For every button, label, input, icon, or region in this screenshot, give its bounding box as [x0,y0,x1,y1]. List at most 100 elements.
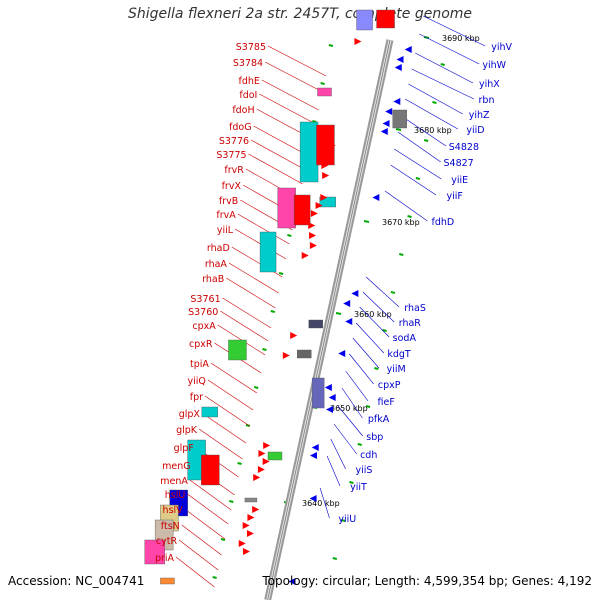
gene-label-pfkA: pfkA [368,414,390,425]
gene-block [277,187,296,229]
gene-connector [226,277,276,309]
gene-connector [341,387,363,419]
gene-label-yiiM: yiiM [387,364,406,375]
strand-arrow [322,172,330,179]
gene-connector [352,337,380,369]
strand-arrow [309,242,317,249]
strand-arrow [326,406,334,413]
gene-connector [404,98,458,130]
gene-label-S3760: S3760 [188,307,218,318]
gene-label-S3775: S3775 [216,150,246,161]
gene-connector [423,15,486,47]
axis-tick [423,139,429,142]
gene-connector [330,438,346,470]
gene-label-layer: S3785 S3784 fdhE fdoI fdoH fdoG S3776 S3775 frvR… [155,42,513,564]
kbp-label: 3680 kbp [414,126,452,135]
gene-connector [397,131,441,163]
strand-arrow [282,352,290,359]
gene-label-cpxP: cpxP [378,380,401,391]
kbp-label: 3650 kbp [330,404,368,413]
gene-label-cdh: cdh [360,450,377,461]
gene-label-frvX: frvX [222,181,242,192]
gene-block [317,87,332,97]
axis-tick [415,177,421,180]
axis-tick [440,63,445,66]
axis-tick [432,101,437,104]
kbp-label: 3670 kbp [382,218,420,227]
strand-arrow [257,466,265,473]
axis-tick [398,253,404,256]
kbp-label: 3640 kbp [302,499,340,508]
strand-arrow [288,578,296,585]
strand-arrow [258,450,266,457]
strand-arrow [238,540,246,547]
gene-label-kdgT: kdgT [387,349,411,360]
gene-label-sodA: sodA [393,333,417,344]
gene-label-hslV: hslV [163,505,184,516]
gene-connector [250,139,306,171]
strand-arrow [247,514,255,521]
axis-tick [374,367,379,370]
gene-label-yiiU: yiiU [338,514,356,525]
gene-block [267,451,283,461]
strand-arrow [242,522,250,529]
gene-label-tpiA: tpiA [190,359,209,370]
gene-connector [390,164,437,196]
gene-connector [326,455,341,487]
strand-arrow [309,495,317,502]
gene-label-frvR: frvR [224,165,244,176]
gene-block [144,539,165,565]
gene-label-rhaR: rhaR [399,318,422,329]
axis-tick [237,462,242,465]
gene-connector [359,306,390,338]
strand-arrow [404,46,412,53]
strand-arrow [394,64,402,71]
genome-summary: Topology: circular; Length: 4,599,354 bp… [262,574,592,588]
gene-connector [384,190,428,222]
strand-arrow [253,474,261,481]
gene-label-yiiQ: yiiQ [187,376,205,387]
strand-arrow [338,350,346,357]
gene-connector [184,508,226,540]
gene-connector [362,291,395,323]
gene-label-S4828: S4828 [449,142,479,153]
gene-connector [355,322,385,354]
axis-tick [212,576,217,579]
strand-arrow [328,142,336,149]
backbone-core [267,39,391,600]
gene-label-S3776: S3776 [219,136,249,147]
strand-arrow [246,530,254,537]
gene-label-hslU: hslU [165,490,186,501]
axis-tick [320,82,325,85]
strand-arrow [393,98,401,105]
kbp-label: 3660 kbp [354,310,392,319]
kbp-tick [335,312,342,315]
strand-arrow [321,162,329,169]
strand-arrow [315,202,323,209]
gene-block [297,349,312,359]
gene-block [259,231,277,273]
gene-connector [394,148,442,180]
gene-label-S3785: S3785 [236,42,266,53]
axis-tick [365,405,371,408]
strand-arrow [380,128,388,135]
gene-connector [419,33,480,65]
gene-label-S4827: S4827 [444,158,474,169]
strand-arrow [252,506,260,513]
gene-label-yiiS: yiiS [355,465,372,476]
gene-label-fdhD: fdhD [432,217,455,228]
gene-connector [181,524,222,556]
gene-connector [228,262,279,294]
gene-label-rhaA: rhaA [205,259,228,270]
gene-block [299,121,319,183]
gene-block [228,339,247,361]
gene-connector [264,61,323,93]
strand-arrow [320,194,328,201]
gene-label-rhaB: rhaB [202,274,224,285]
gene-label-yihV: yihV [491,42,512,53]
axis-tick [270,310,276,313]
gene-connector [333,423,357,455]
gene-connector [349,353,374,385]
strand-arrow [290,332,298,339]
gene-block [308,319,324,329]
